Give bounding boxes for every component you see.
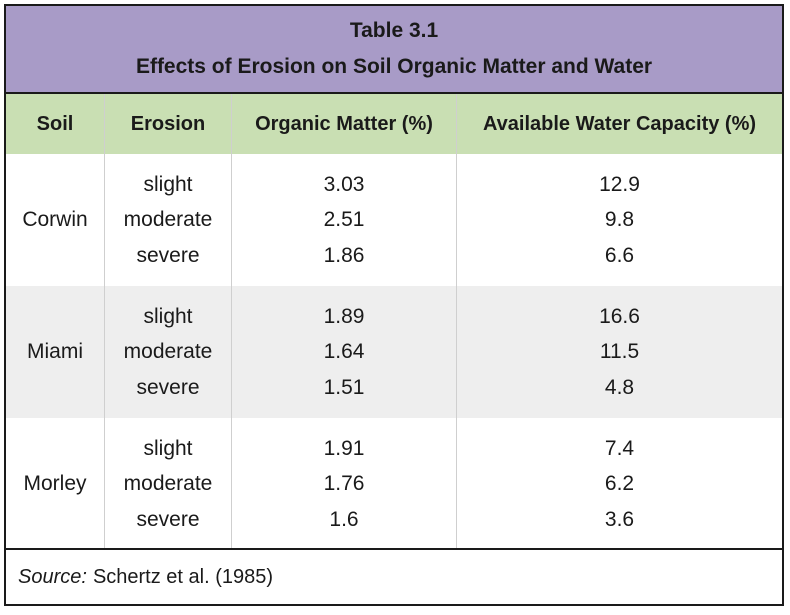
header-organic-matter: Organic Matter (%) (231, 94, 456, 154)
water-capacity-value: 16.6 (599, 304, 640, 328)
erosion-levels: slight moderate severe (104, 418, 231, 550)
erosion-value: moderate (123, 340, 213, 364)
soil-group-morley: Morley slight moderate severe 1.91 1.76 … (6, 418, 782, 550)
erosion-value: severe (136, 507, 200, 531)
organic-matter-value: 1.91 (323, 436, 365, 460)
table-title: Table 3.1 Effects of Erosion on Soil Org… (6, 6, 782, 94)
water-capacity-values: 16.6 11.5 4.8 (456, 286, 782, 418)
header-erosion: Erosion (104, 94, 231, 154)
erosion-levels: slight moderate severe (104, 154, 231, 286)
water-capacity-value: 6.2 (604, 472, 635, 496)
water-capacity-value: 6.6 (604, 243, 635, 267)
water-capacity-value: 3.6 (604, 507, 635, 531)
erosion-value: moderate (123, 472, 213, 496)
organic-matter-values: 3.03 2.51 1.86 (231, 154, 456, 286)
water-capacity-value: 7.4 (604, 436, 635, 460)
table-frame: Table 3.1 Effects of Erosion on Soil Org… (4, 4, 784, 606)
erosion-value: severe (136, 375, 200, 399)
source-note: Source: Schertz et al. (1985) (6, 548, 782, 604)
header-row: Soil Erosion Organic Matter (%) Availabl… (6, 94, 782, 155)
water-capacity-values: 12.9 9.8 6.6 (456, 154, 782, 286)
source-label: Source: (18, 565, 87, 588)
organic-matter-value: 2.51 (323, 208, 365, 232)
water-capacity-value: 9.8 (604, 208, 635, 232)
organic-matter-value: 1.76 (323, 472, 365, 496)
table-number: Table 3.1 (349, 19, 439, 42)
organic-matter-value: 1.6 (329, 507, 359, 531)
erosion-value: slight (143, 172, 193, 196)
soil-group-corwin: Corwin slight moderate severe 3.03 2.51 … (6, 154, 782, 287)
water-capacity-values: 7.4 6.2 3.6 (456, 418, 782, 550)
source-citation: Schertz et al. (1985) (92, 565, 274, 588)
soil-name: Corwin (22, 208, 88, 232)
organic-matter-value: 3.03 (323, 172, 365, 196)
organic-matter-value: 1.86 (323, 243, 365, 267)
erosion-levels: slight moderate severe (104, 286, 231, 418)
organic-matter-value: 1.51 (323, 375, 365, 399)
soil-name: Morley (23, 472, 87, 496)
header-water-capacity: Available Water Capacity (%) (456, 94, 782, 154)
erosion-value: slight (143, 304, 193, 328)
soil-name: Miami (27, 340, 83, 364)
water-capacity-value: 12.9 (599, 172, 640, 196)
organic-matter-value: 1.64 (323, 340, 365, 364)
soil-group-miami: Miami slight moderate severe 1.89 1.64 1… (6, 286, 782, 419)
water-capacity-value: 4.8 (604, 375, 635, 399)
header-soil: Soil (36, 112, 74, 135)
organic-matter-values: 1.89 1.64 1.51 (231, 286, 456, 418)
organic-matter-values: 1.91 1.76 1.6 (231, 418, 456, 550)
erosion-value: severe (136, 243, 200, 267)
water-capacity-value: 11.5 (599, 340, 640, 364)
erosion-value: slight (143, 436, 193, 460)
erosion-value: moderate (123, 208, 213, 232)
table-caption: Effects of Erosion on Soil Organic Matte… (135, 55, 653, 78)
organic-matter-value: 1.89 (323, 304, 365, 328)
